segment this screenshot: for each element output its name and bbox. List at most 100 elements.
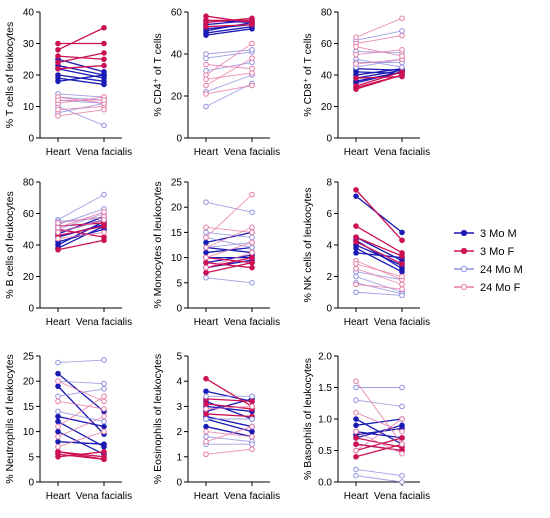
data-point [101, 237, 107, 244]
x-tick-label: Heart [344, 317, 369, 328]
series-line [355, 75, 403, 79]
data-point [55, 418, 61, 425]
data-point [101, 428, 107, 435]
data-point [203, 269, 209, 276]
legend-marker [460, 229, 468, 237]
series-line [57, 400, 105, 410]
data-point [353, 223, 359, 229]
data-point [101, 50, 107, 56]
series-line [57, 106, 105, 126]
series-line [355, 380, 403, 445]
data-point [399, 253, 405, 259]
data-point [101, 398, 107, 405]
data-point [353, 43, 359, 50]
series-line [205, 413, 253, 418]
y-tick-label: 80 [321, 8, 333, 19]
data-point [353, 378, 359, 385]
series-line [205, 226, 253, 248]
data-point [55, 59, 61, 66]
x-tick-label: Vena facialis [224, 147, 280, 158]
y-tick-label: 2.0 [318, 352, 332, 363]
x-tick-label: Vena facialis [76, 147, 132, 158]
data-point [249, 17, 255, 24]
series-line [355, 30, 403, 41]
data-point [55, 359, 61, 366]
series-line [205, 72, 253, 80]
y-tick-label: 2 [176, 427, 182, 438]
legend-label: 24 Mo F [480, 282, 521, 294]
data-point [249, 55, 255, 62]
data-point [353, 435, 359, 441]
series-line [355, 291, 403, 296]
y-tick-label: 60 [321, 39, 333, 50]
data-point [353, 193, 359, 199]
data-point [101, 380, 107, 387]
data-point [55, 220, 61, 226]
data-point [249, 423, 255, 430]
legend-marker [460, 283, 468, 291]
x-tick-label: Heart [194, 147, 219, 158]
y-tick-label: 1.0 [318, 415, 332, 426]
data-point [55, 438, 61, 445]
y-tick-label: 40 [23, 241, 35, 252]
data-point [249, 433, 255, 440]
data-point [55, 47, 61, 53]
data-point [101, 81, 107, 88]
series-line [355, 71, 403, 75]
series-line [205, 277, 253, 284]
series-line [205, 415, 253, 428]
data-point [55, 423, 61, 430]
data-point [399, 428, 405, 435]
series-line [355, 276, 403, 293]
data-point [203, 32, 209, 38]
data-point [399, 450, 405, 457]
data-point [249, 280, 255, 286]
y-tick-label: 2 [326, 272, 332, 283]
data-point [101, 56, 107, 63]
data-point [353, 250, 359, 256]
series-line [355, 71, 403, 87]
y-tick-label: 0 [28, 134, 34, 145]
series-line [205, 378, 253, 407]
y-tick-label: 20 [23, 272, 35, 283]
data-point [203, 234, 209, 241]
data-point [55, 428, 61, 435]
series-line [205, 57, 253, 86]
series-line [205, 51, 253, 59]
data-point [101, 456, 107, 463]
data-point [249, 47, 255, 53]
data-point [101, 97, 107, 103]
series-line [205, 43, 253, 76]
series-line [205, 252, 253, 269]
data-point [249, 224, 255, 231]
data-point [203, 393, 209, 400]
data-point [353, 51, 359, 58]
y-tick-label: 60 [23, 209, 35, 220]
y-tick-label: 10 [23, 427, 35, 438]
x-tick-label: Vena facialis [76, 491, 132, 502]
series-line [57, 64, 105, 70]
y-tick-label: 0 [28, 478, 34, 489]
data-point [101, 223, 107, 229]
data-point [101, 217, 107, 223]
data-point [55, 443, 61, 450]
data-point [55, 106, 61, 113]
y-tick-label: 15 [23, 402, 35, 413]
y-tick-label: 5 [28, 452, 34, 463]
data-point [101, 122, 107, 129]
series-line [205, 254, 253, 264]
chart-panel: 0 20 40 60 Heart Vena facialis % CD4⁺ of T cel… [152, 8, 280, 159]
series-line [205, 398, 253, 403]
data-point [399, 416, 405, 422]
legend-item: 3 Mo M [454, 228, 517, 240]
legend-label: 3 Mo M [480, 228, 517, 240]
legend-item: 24 Mo F [454, 282, 521, 294]
series-line [57, 395, 105, 427]
data-point [55, 408, 61, 415]
legend-marker [460, 265, 468, 273]
data-point [203, 23, 209, 30]
y-tick-label: 6 [326, 209, 332, 220]
data-point [399, 479, 405, 485]
data-point [353, 472, 359, 479]
y-tick-label: 0 [326, 304, 332, 315]
